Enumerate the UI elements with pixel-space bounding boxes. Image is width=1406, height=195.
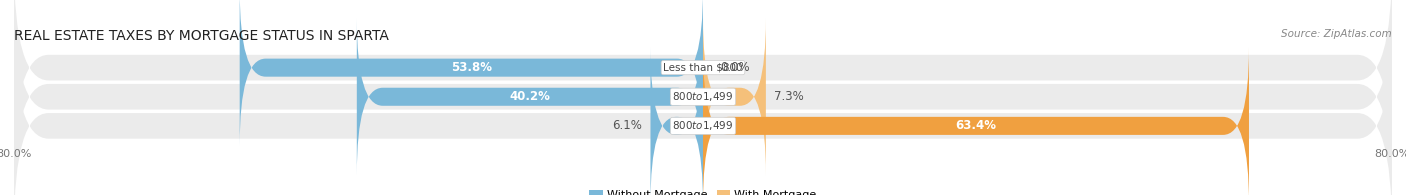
Text: Less than $800: Less than $800 (664, 63, 742, 73)
FancyBboxPatch shape (703, 19, 766, 175)
FancyBboxPatch shape (651, 48, 703, 195)
Text: 0.0%: 0.0% (720, 61, 749, 74)
FancyBboxPatch shape (703, 48, 1249, 195)
FancyBboxPatch shape (14, 0, 1392, 171)
Text: 40.2%: 40.2% (509, 90, 550, 103)
Text: 7.3%: 7.3% (775, 90, 804, 103)
Text: 6.1%: 6.1% (612, 119, 643, 132)
Text: REAL ESTATE TAXES BY MORTGAGE STATUS IN SPARTA: REAL ESTATE TAXES BY MORTGAGE STATUS IN … (14, 29, 389, 43)
Text: $800 to $1,499: $800 to $1,499 (672, 119, 734, 132)
FancyBboxPatch shape (357, 19, 703, 175)
FancyBboxPatch shape (14, 0, 1392, 195)
Legend: Without Mortgage, With Mortgage: Without Mortgage, With Mortgage (585, 185, 821, 195)
Text: 53.8%: 53.8% (451, 61, 492, 74)
FancyBboxPatch shape (239, 0, 703, 146)
Text: $800 to $1,499: $800 to $1,499 (672, 90, 734, 103)
Text: Source: ZipAtlas.com: Source: ZipAtlas.com (1281, 29, 1392, 39)
FancyBboxPatch shape (14, 22, 1392, 195)
Text: 63.4%: 63.4% (956, 119, 997, 132)
